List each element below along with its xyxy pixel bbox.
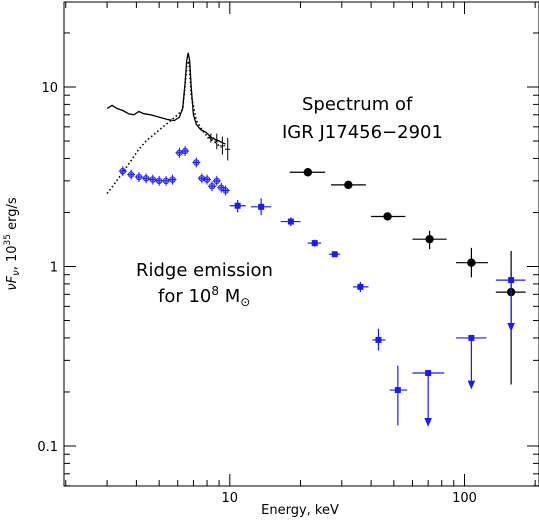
circle-marker	[383, 212, 392, 221]
curves	[106, 52, 231, 196]
upper-limit-arrow	[467, 380, 476, 390]
blue-data-point	[412, 370, 445, 427]
ridge-line2-exp: 8	[211, 284, 219, 298]
ridge-soft-point	[118, 166, 127, 177]
square-marker	[357, 283, 364, 290]
square-marker	[375, 336, 382, 343]
solid-spectrum-curve	[106, 52, 226, 145]
annotation-spectrum-line1: Spectrum of	[302, 94, 413, 115]
ridge-marker	[127, 171, 135, 178]
square-marker	[258, 203, 265, 210]
blue-data-point	[229, 199, 246, 213]
circle-marker	[467, 258, 476, 267]
y-tick-label: 0.1	[37, 440, 58, 455]
ridge-soft-point	[221, 185, 230, 196]
square-marker	[331, 251, 338, 258]
ridge-marker	[149, 176, 157, 183]
blue-data-point	[353, 281, 369, 293]
square-marker	[287, 218, 294, 225]
ridge-soft-point	[168, 174, 177, 185]
circle-marker	[303, 168, 313, 177]
ridge-marker	[213, 177, 220, 185]
ridge-marker	[193, 159, 200, 166]
ridge-soft-point	[217, 182, 226, 193]
square-marker	[394, 387, 401, 394]
ridge-soft-point	[148, 174, 157, 185]
ridge-soft-point	[203, 174, 212, 185]
ridge-marker	[218, 184, 225, 191]
tick-labels: 10 100 0.1 1 10	[37, 81, 477, 506]
blue-data-point	[329, 251, 341, 258]
square-marker	[508, 277, 515, 284]
black-cross-point	[225, 137, 231, 161]
ridge-marker	[162, 177, 170, 185]
upper-limit-arrow	[507, 323, 515, 332]
black-data-point	[371, 212, 406, 221]
ridge-soft-point	[127, 169, 136, 180]
ridge-soft-point	[175, 147, 184, 158]
y-label-main: νF	[5, 275, 20, 290]
black-data-point	[289, 168, 326, 177]
ridge-marker	[135, 173, 143, 181]
y-label-unit: erg/s	[5, 197, 20, 234]
square-marker	[425, 370, 432, 377]
annotation-ridge-line1: Ridge emission	[136, 260, 273, 281]
plot-frame	[63, 1, 539, 487]
ridge-soft-point	[134, 172, 143, 183]
blue-data-point	[372, 328, 386, 351]
ridge-soft-point	[142, 173, 151, 184]
ridge-marker	[169, 176, 176, 183]
circle-marker	[425, 234, 434, 244]
ridge-marker	[176, 149, 183, 156]
ridge-marker	[222, 187, 229, 194]
circle-marker	[344, 180, 353, 190]
ridge-line2-pre: for 10	[158, 286, 211, 307]
black-cross-point	[219, 136, 226, 155]
blue-data-point	[456, 334, 487, 390]
blue-data-point	[495, 277, 526, 332]
y-label-exp: 35	[3, 234, 13, 245]
blue-data-point	[280, 217, 301, 227]
blue-data-point	[250, 198, 272, 216]
y-tick-label: 1	[50, 261, 58, 276]
ridge-marker	[208, 183, 216, 190]
y-tick-label: 10	[41, 81, 58, 96]
ridge-marker	[181, 147, 189, 155]
ridge-soft-point	[208, 181, 217, 192]
ridge-marker	[198, 175, 206, 182]
ridge-soft-point	[192, 157, 201, 168]
annotation-spectrum-line2: IGR J17456−2901	[282, 122, 443, 143]
ridge-soft-point	[155, 175, 164, 186]
black-cross-point	[207, 133, 215, 143]
ridge-soft-point	[162, 175, 171, 186]
ridge-line2-sym: ⊙	[240, 295, 250, 309]
ridge-soft-point	[212, 175, 221, 186]
square-marker	[468, 334, 475, 341]
black-data-point	[412, 230, 447, 250]
x-tick-label: 10	[222, 491, 239, 506]
black-data-point	[456, 247, 489, 278]
square-marker	[311, 240, 318, 247]
y-label-sub: ν	[11, 270, 22, 276]
ridge-marker	[142, 175, 150, 182]
black-data-point	[331, 180, 366, 190]
ridge-soft-point	[181, 146, 190, 157]
square-marker	[234, 202, 241, 209]
ridge-marker	[119, 167, 126, 175]
black-cross-point	[214, 133, 220, 150]
data-marks	[229, 168, 526, 427]
ridge-marker	[155, 177, 163, 185]
ridge-marker	[203, 176, 211, 183]
ridge-line2-post: M	[219, 286, 240, 307]
x-axis-label: Energy, keV	[261, 503, 339, 518]
y-label-rest: , 10	[5, 245, 20, 270]
blue-data-point	[307, 239, 322, 247]
annotation-ridge-line2: for 108 M⊙	[158, 284, 250, 309]
x-tick-label: 100	[452, 491, 477, 506]
y-axis-label: νFν, 1035 erg/s	[3, 197, 22, 290]
blue-data-point	[389, 365, 408, 426]
axis-ticks	[64, 2, 539, 487]
upper-limit-arrow	[424, 418, 432, 427]
